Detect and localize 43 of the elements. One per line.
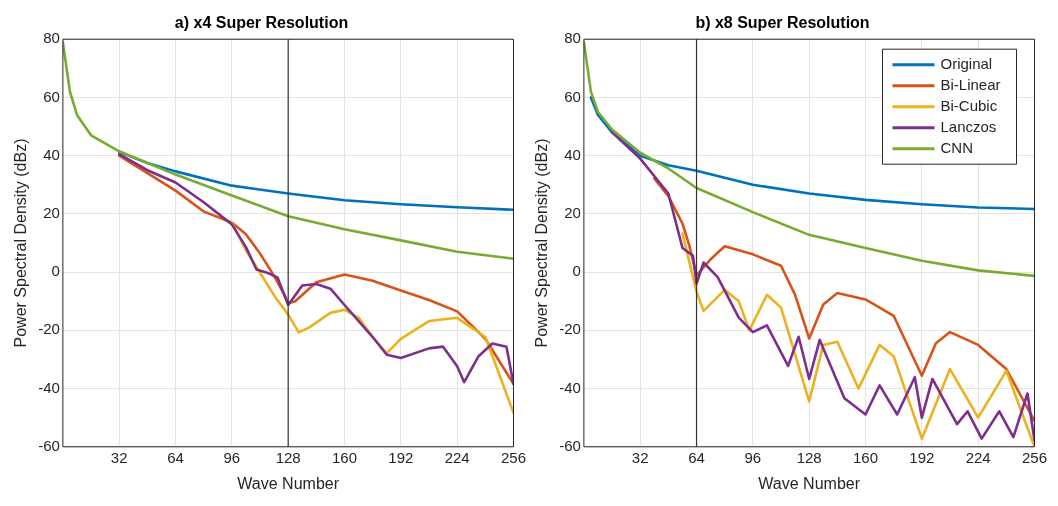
- x-tick-label: 224: [444, 448, 470, 466]
- legend-label: Bi-Cubic: [940, 96, 998, 114]
- x-axis-title: Wave Number: [758, 474, 861, 492]
- x-tick-label: 192: [909, 448, 935, 466]
- legend-label: CNN: [940, 138, 973, 156]
- y-axis-title: Power Spectral Density (dBz): [12, 138, 30, 348]
- y-tick-label: 80: [564, 29, 581, 47]
- y-tick-label: -20: [38, 320, 60, 338]
- x-axis-title: Wave Number: [237, 474, 340, 492]
- x-tick-label: 128: [275, 448, 301, 466]
- y-tick-label: -40: [38, 378, 60, 396]
- y-tick-label: 20: [564, 204, 581, 222]
- chart-title: b) x8 Super Resolution: [695, 14, 870, 32]
- y-tick-label: 80: [43, 29, 60, 47]
- y-tick-label: -40: [559, 378, 581, 396]
- x-tick-label: 96: [744, 448, 762, 466]
- y-tick-label: -60: [559, 436, 581, 454]
- x-tick-label: 256: [500, 448, 526, 466]
- x-tick-label: 32: [631, 448, 649, 466]
- x-tick-label: 192: [388, 448, 414, 466]
- x-tick-label: 64: [688, 448, 705, 466]
- legend-label: Lanczos: [940, 117, 997, 135]
- x-tick-label: 128: [796, 448, 822, 466]
- x-tick-label: 160: [852, 448, 879, 466]
- y-tick-label: 60: [43, 87, 60, 105]
- y-tick-label: 0: [51, 262, 60, 280]
- y-axis-title: Power Spectral Density (dBz): [533, 138, 551, 348]
- y-tick-label: -20: [559, 320, 581, 338]
- chart-title: a) x4 Super Resolution: [174, 14, 349, 32]
- y-tick-label: 60: [564, 87, 581, 105]
- x-tick-label: 32: [110, 448, 128, 466]
- x-tick-label: 256: [1021, 448, 1047, 466]
- legend-label: Bi-Linear: [940, 75, 1001, 93]
- x-tick-label: 64: [167, 448, 184, 466]
- y-tick-label: 20: [43, 204, 60, 222]
- y-tick-label: 40: [43, 145, 60, 163]
- y-tick-label: 40: [564, 145, 581, 163]
- y-tick-label: -60: [38, 436, 60, 454]
- x-tick-label: 160: [331, 448, 358, 466]
- legend-label: Original: [940, 54, 993, 72]
- y-tick-label: 0: [572, 262, 581, 280]
- x-tick-label: 224: [965, 448, 991, 466]
- x-tick-label: 96: [223, 448, 241, 466]
